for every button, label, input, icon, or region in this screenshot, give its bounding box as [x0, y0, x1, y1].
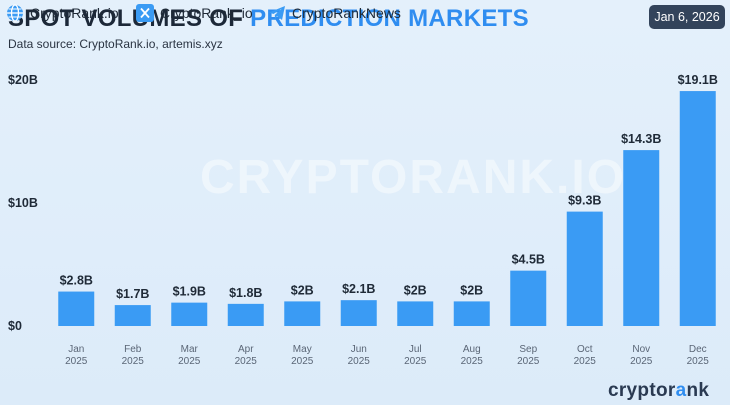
x-tick-label: May [293, 344, 312, 355]
y-tick-label: $20B [8, 73, 38, 87]
x-tick-year-label: 2025 [178, 356, 201, 367]
data-label: $2B [404, 283, 427, 297]
x-tick-label: Jan [68, 344, 84, 355]
footer-twitter-label: CryptoRank_io [160, 4, 253, 21]
x-tick-year-label: 2025 [235, 356, 258, 367]
footer-telegram[interactable]: CryptoRankNews [268, 0, 401, 25]
data-label: $1.7B [116, 287, 149, 301]
data-label: $19.1B [678, 73, 718, 87]
bar [340, 300, 377, 326]
bar [397, 301, 434, 326]
x-tick-label: Sep [519, 344, 537, 355]
x-tick-year-label: 2025 [65, 356, 88, 367]
y-tick-label: $0 [8, 319, 22, 333]
bar [171, 302, 208, 326]
bar [114, 305, 151, 326]
footer-twitter[interactable]: CryptoRank_io [136, 0, 253, 25]
y-tick-label: $10B [8, 196, 38, 210]
telegram-icon [269, 5, 285, 20]
bar-chart: $0$10B$20B$2.8BJan2025$1.7BFeb2025$1.9BM… [8, 73, 718, 367]
x-tick-label: Jul [409, 344, 422, 355]
x-tick-label: Mar [181, 344, 199, 355]
bar [453, 301, 490, 326]
bar [510, 270, 547, 326]
x-tick-label: Oct [577, 344, 593, 355]
x-tick-label: Jun [351, 344, 367, 355]
watermark: CRYPTORANK.IO [200, 151, 627, 204]
data-label: $2.1B [342, 282, 375, 296]
data-label: $2B [291, 283, 314, 297]
x-tick-year-label: 2025 [687, 356, 710, 367]
globe-icon [7, 3, 23, 22]
title-part-accent: PREDICTION MARKETS [250, 5, 529, 32]
data-label: $9.3B [568, 194, 601, 208]
x-tick-year-label: 2025 [291, 356, 314, 367]
bar [227, 303, 264, 326]
data-label: $2.8B [60, 274, 93, 288]
data-label: $1.9B [173, 285, 206, 299]
x-tick-year-label: 2025 [517, 356, 540, 367]
data-label: $14.3B [621, 132, 661, 146]
footer-website[interactable]: CryptoRank.io [6, 0, 119, 25]
bar [679, 91, 716, 326]
bar [284, 301, 321, 326]
x-tick-year-label: 2025 [461, 356, 484, 367]
x-tick-label: Dec [689, 344, 707, 355]
x-tick-year-label: 2025 [574, 356, 597, 367]
date-badge: Jan 6, 2026 [649, 5, 725, 29]
page-title: SPOT VOLUMES OF PREDICTION MARKETS [8, 5, 529, 33]
bar [58, 291, 95, 326]
title-part-dark: SPOT VOLUMES OF [8, 5, 244, 32]
cryptorank-logo: cryptorank [608, 380, 710, 401]
x-tick-year-label: 2025 [630, 356, 653, 367]
data-source: Data source: CryptoRank.io, artemis.xyz [8, 37, 223, 51]
footer-telegram-label: CryptoRankNews [292, 4, 401, 21]
x-tick-label: Nov [632, 344, 650, 355]
x-tick-year-label: 2025 [404, 356, 427, 367]
x-tick-label: Feb [124, 344, 142, 355]
data-label: $4.5B [512, 253, 545, 267]
footer-website-label: CryptoRank.io [30, 4, 119, 21]
data-label: $1.8B [229, 286, 262, 300]
bar [566, 211, 603, 326]
x-tick-label: Apr [238, 344, 254, 355]
x-tick-label: Aug [463, 344, 481, 355]
bar [623, 150, 660, 326]
x-tick-year-label: 2025 [122, 356, 145, 367]
data-label: $2B [460, 283, 483, 297]
x-tick-year-label: 2025 [348, 356, 371, 367]
x-twitter-icon [136, 3, 154, 22]
